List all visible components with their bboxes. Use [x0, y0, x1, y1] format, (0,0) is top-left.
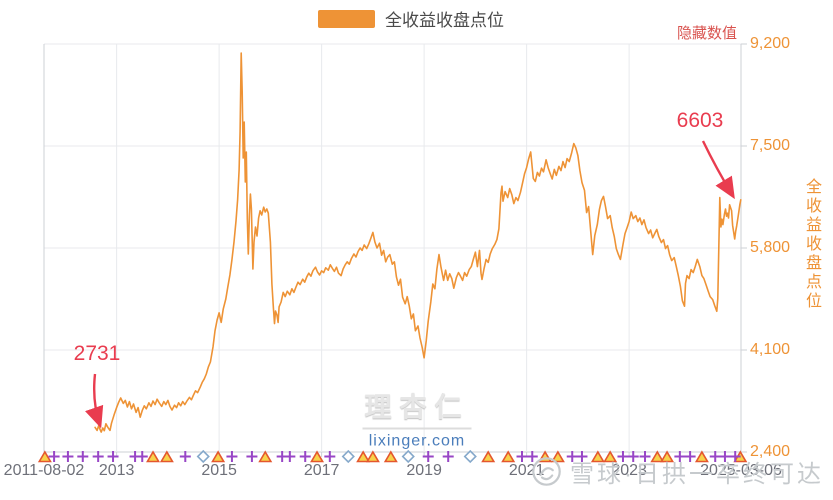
y-tick-label: 4,100 [750, 341, 791, 358]
x-tick-label: 2017 [303, 462, 340, 479]
event-marker-plus-icon [62, 451, 74, 462]
event-marker-plus-icon [92, 451, 104, 462]
event-marker-triangle-icon [37, 450, 52, 463]
y-tick-label: 7,500 [750, 137, 791, 154]
event-marker-plus-icon [627, 451, 639, 462]
event-marker-plus-icon [48, 451, 60, 462]
x-tick-label: 2021 [508, 462, 545, 479]
event-marker-plus-icon [516, 451, 528, 462]
event-marker-triangle-icon [590, 450, 605, 463]
x-tick-label: 2015 [201, 462, 237, 479]
event-marker-diamond-icon [463, 449, 477, 464]
event-marker-triangle-icon [258, 450, 273, 463]
event-marker-triangle-icon [538, 450, 553, 463]
event-marker-plus-icon [719, 451, 731, 462]
x-tick-label: 2013 [98, 462, 135, 479]
hide-values-button[interactable]: 隐藏数值 [676, 25, 737, 42]
event-marker-triangle-icon [211, 450, 226, 463]
event-marker-plus-icon [136, 451, 148, 462]
event-marker-plus-icon [284, 451, 296, 462]
event-marker-diamond-icon [196, 449, 210, 464]
legend-swatch [318, 9, 375, 28]
event-marker-plus-icon [526, 451, 538, 462]
event-marker-plus-icon [324, 451, 336, 462]
series-line [94, 52, 742, 433]
event-marker-triangle-icon [603, 450, 618, 463]
legend-label: 全收益收盘点位 [385, 11, 504, 30]
event-marker-plus-icon [566, 451, 578, 462]
event-marker-diamond-icon [341, 449, 355, 464]
event-marker-plus-icon [617, 451, 629, 462]
event-marker-plus-icon [442, 451, 454, 462]
event-marker-plus-icon [684, 451, 696, 462]
event-marker-plus-icon [226, 451, 238, 462]
x-tick-label: 2011-08-02 [3, 462, 85, 479]
event-marker-plus-icon [709, 451, 721, 462]
annotation-value-label: 2731 [73, 342, 121, 365]
event-marker-triangle-icon [501, 450, 516, 463]
x-tick-label: 2023 [611, 462, 647, 479]
x-tick-label: 2019 [406, 462, 442, 479]
event-marker-triangle-icon [550, 450, 565, 463]
event-marker-triangle-icon [650, 450, 665, 463]
event-marker-triangle-icon [356, 450, 371, 463]
event-marker-plus-icon [674, 451, 686, 462]
event-marker-plus-icon [639, 451, 651, 462]
event-marker-triangle-icon [383, 450, 398, 463]
annotation-arrow [85, 373, 104, 429]
annotation-value-label: 6603 [676, 109, 724, 132]
event-marker-plus-icon [179, 451, 191, 462]
y-tick-label: 2,400 [750, 443, 791, 460]
legend[interactable]: 全收益收盘点位 [318, 6, 504, 31]
y-tick-label: 5,800 [750, 239, 791, 256]
event-marker-plus-icon [576, 451, 588, 462]
y-axis-title: 全收益收盘点位 [803, 178, 820, 311]
event-marker-plus-icon [299, 451, 311, 462]
event-marker-triangle-icon [365, 450, 380, 463]
event-marker-diamond-icon [401, 449, 415, 464]
event-marker-plus-icon [246, 451, 258, 462]
y-tick-label: 9,200 [750, 35, 791, 52]
x-tick-label: 2025-03-06 [700, 462, 782, 479]
event-marker-triangle-icon [146, 450, 161, 463]
event-marker-plus-icon [729, 451, 741, 462]
event-marker-triangle-icon [660, 450, 675, 463]
event-marker-plus-icon [422, 451, 434, 462]
event-marker-triangle-icon [481, 450, 496, 463]
annotation-arrow [701, 140, 735, 200]
event-marker-triangle-icon [694, 450, 709, 463]
event-marker-plus-icon [107, 451, 119, 462]
event-marker-triangle-icon [159, 450, 174, 463]
event-marker-triangle-icon [310, 450, 325, 463]
event-marker-plus-icon [77, 451, 89, 462]
